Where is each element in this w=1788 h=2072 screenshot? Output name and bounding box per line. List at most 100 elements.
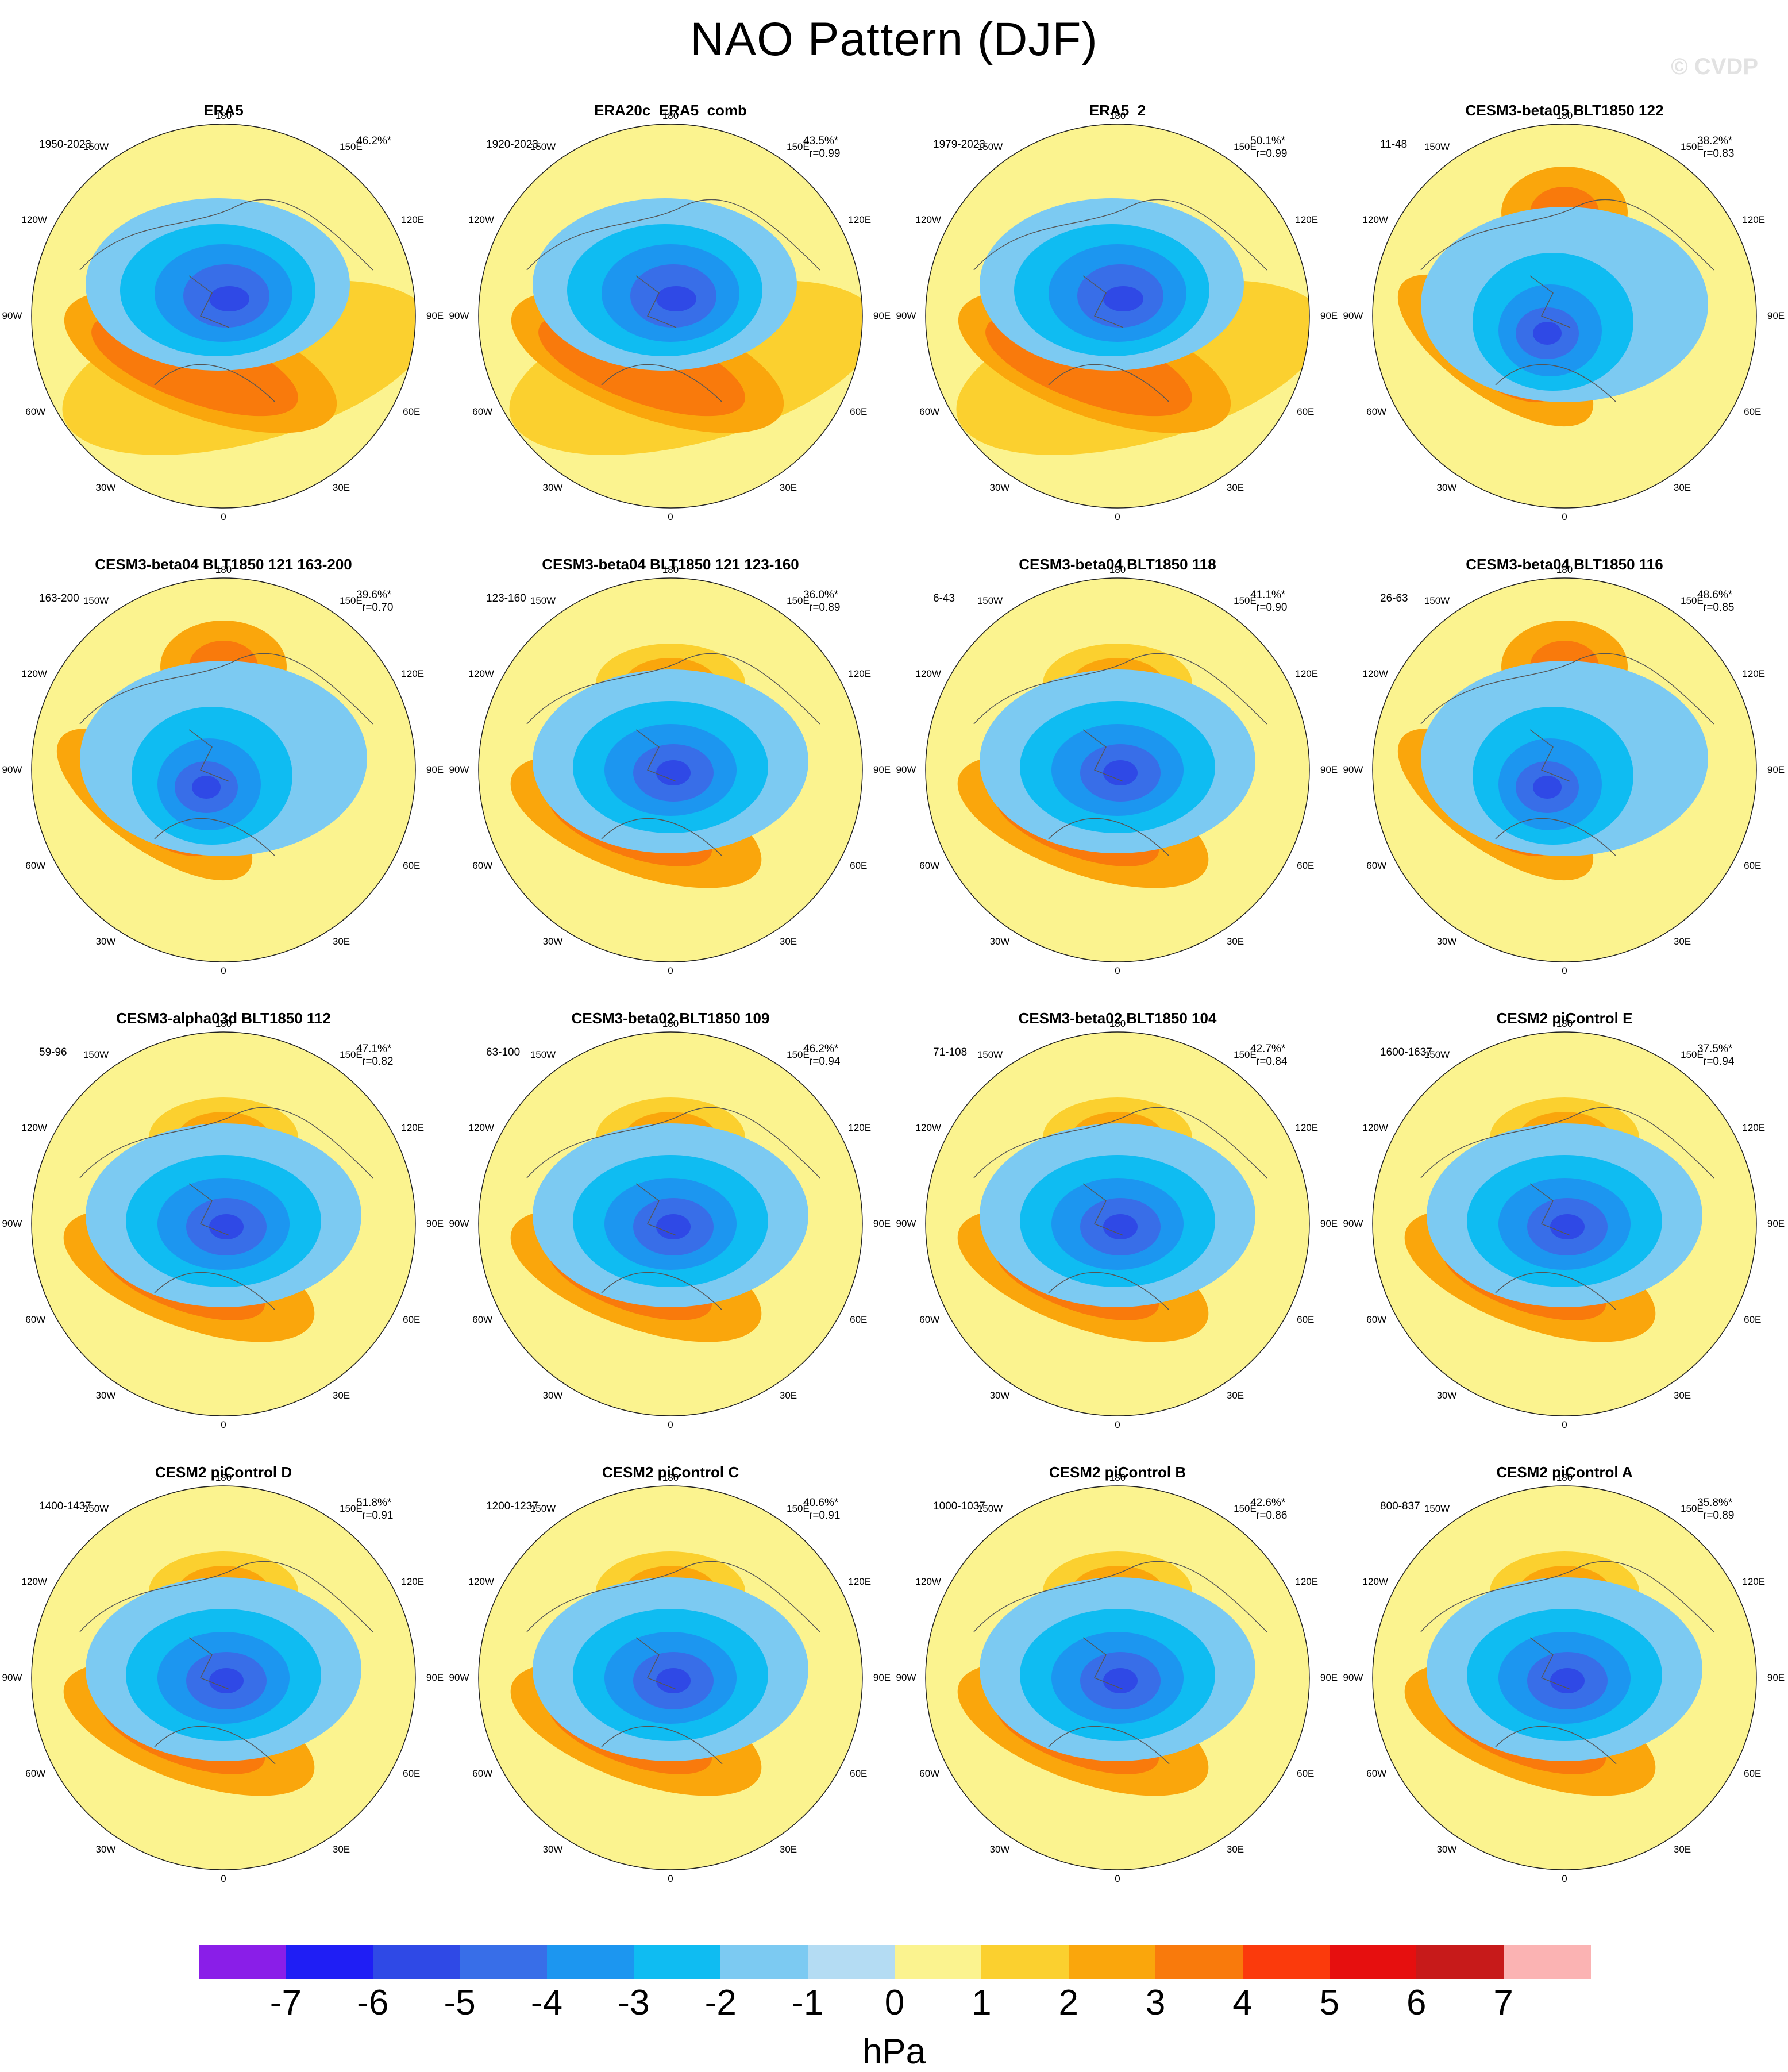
longitude-label: 180	[662, 564, 679, 575]
longitude-label: 150E	[1234, 1503, 1257, 1514]
longitude-label: 30E	[1673, 1390, 1691, 1401]
panel-variance-pct: 46.2%*	[803, 1043, 839, 1055]
panel-period: 63-100	[486, 1046, 521, 1058]
negative-anomaly-contour	[209, 286, 249, 311]
panel-variance-pct: 36.0%*	[803, 589, 839, 601]
longitude-label: 90E	[426, 1218, 444, 1229]
polar-map	[925, 1485, 1310, 1870]
map-boundary	[31, 577, 416, 962]
longitude-label: 120W	[1362, 1576, 1388, 1587]
panel-period: 1000-1037	[933, 1500, 985, 1512]
longitude-label: 30E	[1673, 482, 1691, 494]
longitude-label: 0	[1562, 1873, 1567, 1884]
longitude-label: 120W	[915, 1576, 941, 1587]
longitude-label: 150E	[787, 1049, 810, 1060]
longitude-label: 90W	[449, 1218, 469, 1229]
map-boundary	[925, 124, 1310, 509]
longitude-label: 30E	[1226, 1844, 1244, 1855]
colorbar-tick-label: -4	[530, 1983, 563, 2023]
polar-map	[478, 577, 863, 962]
coastline	[79, 1107, 373, 1311]
longitude-label: 120W	[21, 214, 47, 225]
longitude-label: 30W	[1436, 936, 1457, 948]
colorbar-swatch	[981, 1945, 1069, 1979]
polar-map	[925, 577, 1310, 962]
colorbar-tick-label: -2	[704, 1983, 737, 2023]
longitude-label: 150E	[787, 595, 810, 606]
longitude-label: 30W	[542, 1390, 563, 1401]
panel-period: 1979-2023	[933, 138, 985, 151]
map-panel: CESM2 piControl E 1600-1637 37.5%* r=0.94 18…	[1341, 997, 1788, 1451]
longitude-label: 120E	[1742, 214, 1766, 225]
negative-anomaly-contour	[1550, 1668, 1585, 1693]
panel-pattern-correlation: r=0.99	[809, 148, 841, 160]
map-boundary	[1372, 577, 1757, 962]
longitude-label: 150W	[977, 1503, 1003, 1514]
panel-period: 1400-1437	[39, 1500, 91, 1512]
longitude-label: 0	[1562, 1419, 1567, 1430]
longitude-label: 120W	[1362, 214, 1388, 225]
panel-variance-pct: 39.6%*	[356, 589, 392, 601]
panel-period: 800-837	[1380, 1500, 1420, 1512]
longitude-label: 90W	[449, 1672, 469, 1683]
longitude-label: 30W	[542, 1844, 563, 1855]
longitude-label: 150E	[1681, 141, 1704, 152]
longitude-label: 90E	[1767, 1218, 1785, 1229]
longitude-label: 150E	[1681, 1049, 1704, 1060]
panel-variance-pct: 37.5%*	[1697, 1043, 1733, 1055]
panel-title: ERA5	[203, 102, 244, 119]
longitude-label: 60E	[1297, 860, 1315, 871]
panel-title: CESM3-beta04 BLT1850 118	[1019, 556, 1216, 573]
watermark: © CVDP	[1671, 54, 1758, 79]
longitude-label: 90W	[2, 1672, 22, 1683]
longitude-label: 60W	[1366, 1768, 1387, 1779]
longitude-label: 180	[662, 1472, 679, 1483]
coastline	[973, 1561, 1267, 1765]
coastline	[973, 1107, 1267, 1311]
longitude-label: 90W	[896, 1672, 916, 1683]
panel-title: CESM2 piControl B	[1049, 1464, 1186, 1481]
longitude-label: 60E	[1297, 1768, 1315, 1779]
longitude-label: 120W	[915, 214, 941, 225]
polar-map	[478, 124, 863, 509]
longitude-label: 180	[215, 1472, 232, 1483]
longitude-label: 60E	[1744, 1314, 1762, 1325]
colorbar-swatch	[807, 1945, 895, 1979]
panel-title: CESM2 piControl E	[1496, 1010, 1633, 1027]
longitude-label: 30E	[779, 1844, 797, 1855]
negative-anomaly-contour	[656, 1214, 691, 1239]
polar-map	[31, 1485, 416, 1870]
longitude-label: 90W	[1343, 764, 1363, 775]
longitude-label: 120W	[21, 1576, 47, 1587]
map-panel: CESM3-beta04 BLT1850 121 163-200 163-200 3…	[0, 543, 447, 997]
panel-period: 123-160	[486, 592, 526, 604]
longitude-label: 150E	[787, 1503, 810, 1514]
longitude-label: 60W	[1366, 406, 1387, 417]
panel-variance-pct: 40.6%*	[803, 1497, 839, 1509]
longitude-label: 150W	[1424, 1049, 1450, 1060]
colorbar-swatch	[199, 1945, 286, 1979]
longitude-label: 60W	[472, 406, 493, 417]
longitude-label: 60E	[1744, 1768, 1762, 1779]
longitude-label: 90E	[426, 764, 444, 775]
longitude-label: 30E	[1226, 482, 1244, 494]
panel-title: ERA5_2	[1089, 102, 1146, 119]
negative-anomaly-contour	[209, 1668, 244, 1693]
longitude-label: 90W	[449, 764, 469, 775]
longitude-label: 120E	[1295, 1122, 1319, 1133]
colorbar-tick-label: 3	[1145, 1983, 1166, 2023]
longitude-label: 60E	[850, 1314, 868, 1325]
panel-title: CESM3-beta04 BLT1850 116	[1466, 556, 1663, 573]
panel-title: CESM2 piControl D	[155, 1464, 292, 1481]
map-boundary	[478, 124, 863, 509]
panel-period: 6-43	[933, 592, 955, 604]
longitude-label: 150E	[1234, 141, 1257, 152]
map-panel: CESM2 piControl A 800-837 35.8%* r=0.89 180 1…	[1341, 1451, 1788, 1905]
panel-pattern-correlation: r=0.89	[809, 602, 841, 614]
longitude-label: 90E	[873, 1672, 891, 1683]
colorbar-tick-label: -3	[618, 1983, 650, 2023]
negative-anomaly-contour	[656, 1668, 691, 1693]
longitude-label: 150E	[340, 595, 363, 606]
colorbar-tick-label: 2	[1058, 1983, 1078, 2023]
map-boundary	[31, 1485, 416, 1870]
